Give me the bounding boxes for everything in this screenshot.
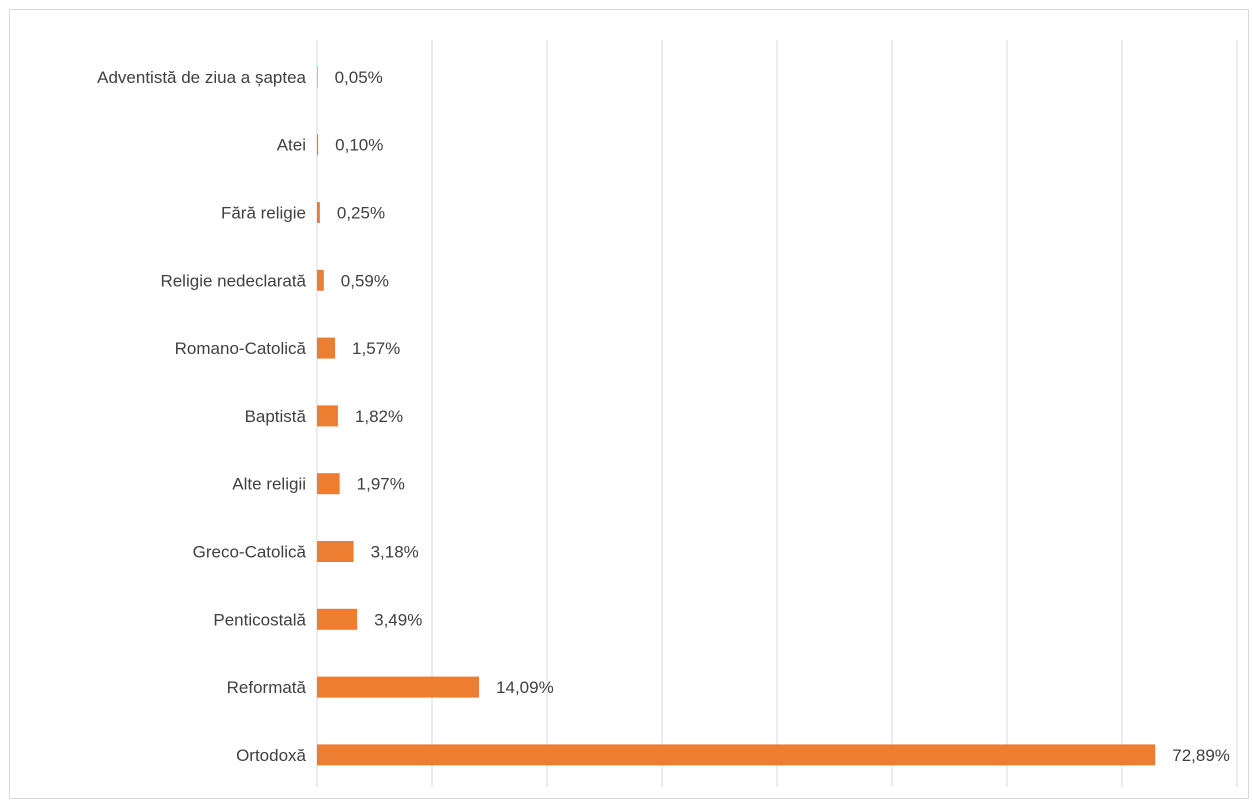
category-label: Penticostală [213,610,306,629]
value-labels: 0,05% 0,10% 0,25% 0,59% 1,57% 1,82% 1,97% 3,18%… [335,68,1230,765]
bar [317,269,324,291]
gridlines [316,40,1238,787]
data-label: 1,82% [355,407,403,426]
bar [317,676,480,698]
bars [317,66,1156,766]
bar [317,66,318,88]
data-label: 72,89% [1172,746,1230,765]
bar [317,202,320,223]
category-label: Fără religie [221,204,306,223]
chart-frame [9,9,1249,799]
bar [317,608,358,630]
category-label: Religie nedeclarată [160,271,306,290]
data-label: 14,09% [496,678,554,697]
category-label: Atei [277,136,306,155]
category-label: Reformată [227,678,307,697]
category-label: Baptistă [245,407,307,426]
bar [317,405,338,427]
category-label: Greco-Catolică [193,543,307,562]
bar [317,473,340,495]
category-label: Romano-Catolică [175,339,307,358]
bar [317,541,354,562]
data-label: 0,59% [341,271,389,290]
data-label: 1,97% [357,475,405,494]
data-label: 0,10% [335,136,383,155]
category-label: Adventistă de ziua a șaptea [97,68,306,87]
bar [317,134,319,156]
category-label: Alte religii [232,475,306,494]
category-label: Ortodoxă [236,746,306,765]
bar [317,337,336,359]
data-label: 3,49% [374,610,422,629]
data-label: 0,05% [335,68,383,87]
bar [317,744,1156,766]
data-label: 1,57% [352,339,400,358]
data-label: 3,18% [371,543,419,562]
data-label: 0,25% [337,204,385,223]
category-labels: Adventistă de ziua a șaptea Atei Fără reli… [97,68,306,765]
